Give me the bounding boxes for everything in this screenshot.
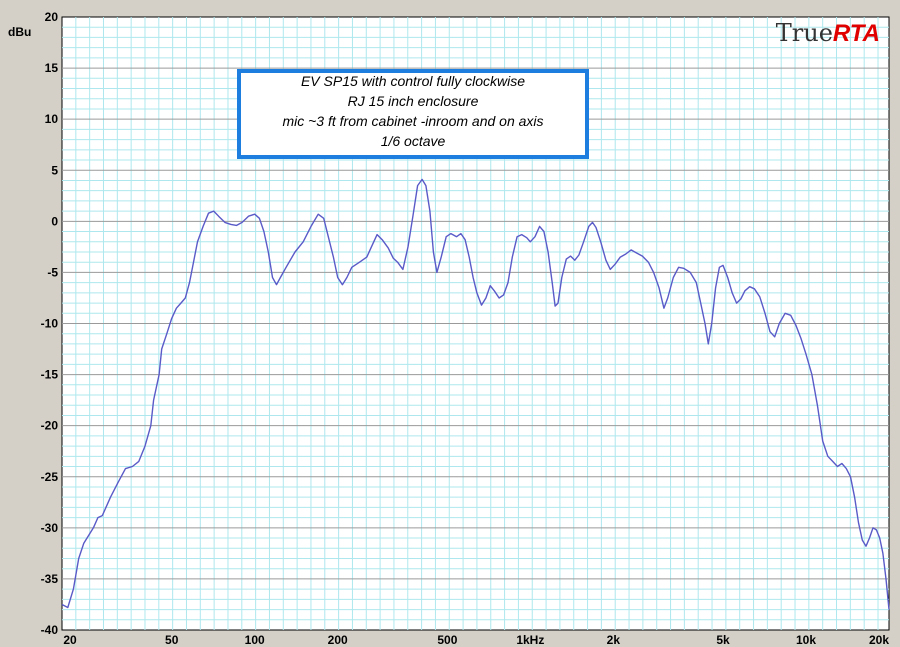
- x-tick-label: 500: [437, 633, 457, 647]
- x-tick-label: 2k: [607, 633, 621, 647]
- x-tick-label: 20: [63, 633, 77, 647]
- y-tick-label: -20: [41, 419, 59, 433]
- annotation-line-3: mic ~3 ft from cabinet -inroom and on ax…: [282, 113, 543, 129]
- y-tick-label: -40: [41, 623, 59, 637]
- x-tick-label: 5k: [716, 633, 730, 647]
- y-tick-label: 5: [51, 163, 58, 177]
- y-tick-label: -15: [41, 368, 59, 382]
- y-tick-label: 0: [51, 214, 58, 228]
- y-tick-label: 15: [45, 61, 59, 75]
- x-tick-label: 50: [165, 633, 179, 647]
- annotation-line-1: EV SP15 with control fully clockwise: [301, 73, 525, 89]
- y-tick-label: 20: [45, 10, 59, 24]
- y-tick-label: -10: [41, 317, 59, 331]
- y-tick-label: -35: [41, 572, 59, 586]
- major-grid: [62, 67, 889, 580]
- x-tick-label: 200: [328, 633, 348, 647]
- series-layer: [61, 178, 890, 610]
- y-axis-unit-label: dBu: [8, 25, 31, 39]
- x-tick-label: 10k: [796, 633, 816, 647]
- annotation-line-2: RJ 15 inch enclosure: [348, 93, 479, 109]
- y-tick-label: 10: [45, 112, 59, 126]
- annotation-line-4: 1/6 octave: [381, 133, 446, 149]
- annotation-box: EV SP15 with control fully clockwise RJ …: [237, 69, 589, 159]
- x-tick-label: 1kHz: [516, 633, 544, 647]
- x-tick-label: 20k: [869, 633, 889, 647]
- response-curve: [61, 178, 890, 610]
- y-tick-label: -30: [41, 521, 59, 535]
- brand-logo: TrueRTA: [776, 19, 880, 47]
- y-tick-label: -25: [41, 470, 59, 484]
- x-axis-ticks: 20 50 100 200 500 1kHz 2k 5k 10k 20k: [63, 633, 889, 647]
- y-axis-ticks: 20 15 10 5 0 -5 -10 -15 -20 -25 -30 -35 -40: [41, 10, 59, 637]
- y-tick-label: -5: [47, 265, 58, 279]
- x-tick-label: 100: [245, 633, 265, 647]
